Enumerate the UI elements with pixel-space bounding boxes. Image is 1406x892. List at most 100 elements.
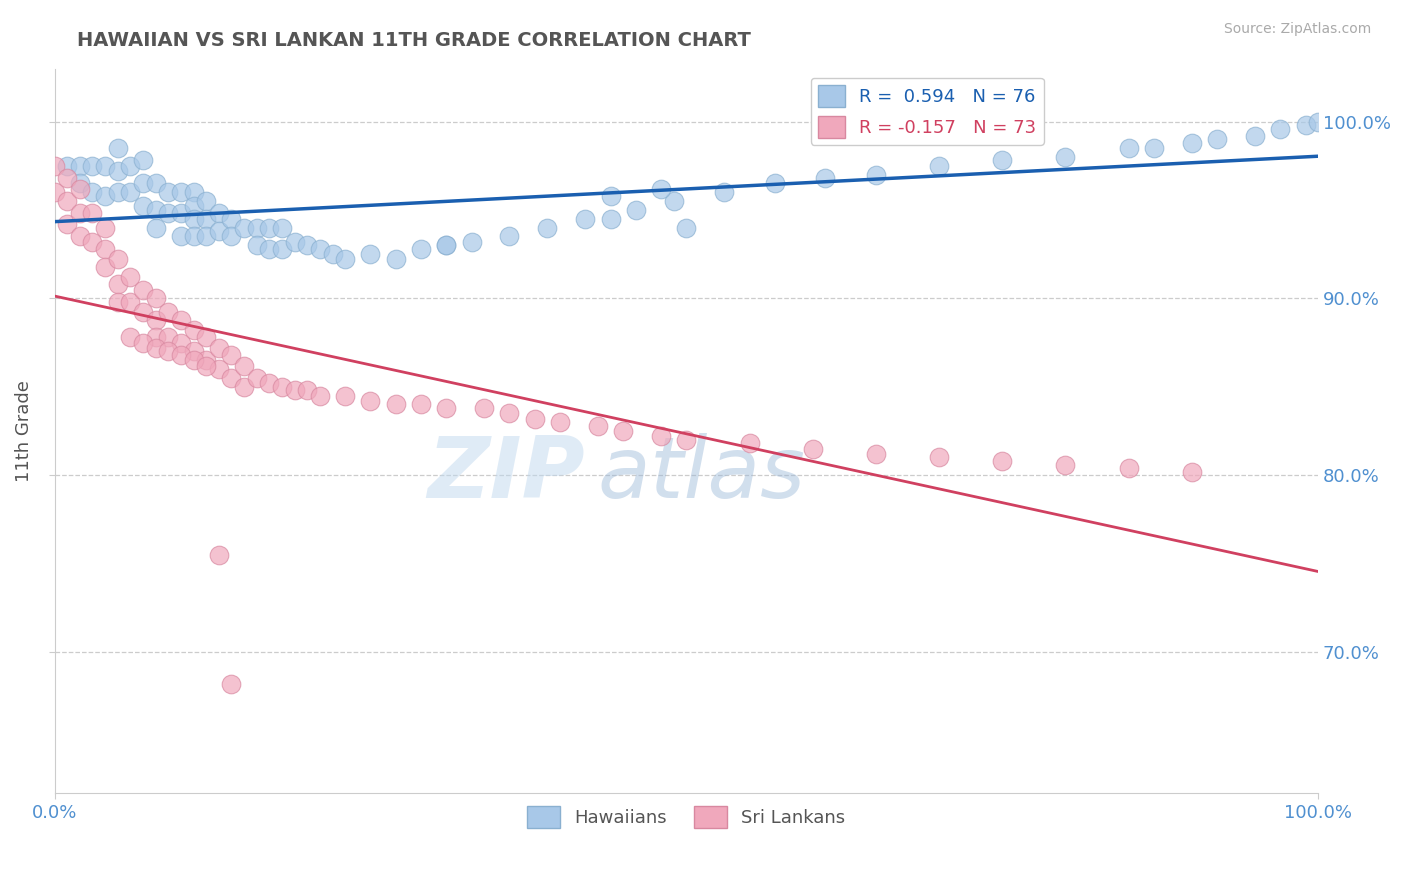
Point [221,229,243,244]
Point [120,294,142,309]
Point [120,270,142,285]
Point [132,283,155,297]
Point [170,186,193,200]
Point [170,348,193,362]
Point [208,224,231,238]
Point [82,206,104,220]
Point [928,450,950,465]
Point [259,376,281,391]
Point [221,371,243,385]
Point [107,164,129,178]
Point [120,330,142,344]
Point [801,442,824,456]
Point [107,252,129,267]
Point [713,186,735,200]
Point [94,189,117,203]
Point [56,159,79,173]
Point [498,229,520,244]
Point [94,159,117,173]
Point [297,238,319,252]
Point [221,211,243,226]
Point [56,194,79,208]
Point [359,247,381,261]
Point [157,206,180,220]
Point [662,194,685,208]
Point [94,242,117,256]
Point [1054,150,1077,164]
Point [359,393,381,408]
Point [157,344,180,359]
Point [132,177,155,191]
Point [1295,118,1317,132]
Point [384,397,406,411]
Point [183,199,205,213]
Point [107,277,129,292]
Point [145,291,167,305]
Point [132,335,155,350]
Point [259,220,281,235]
Point [246,220,269,235]
Point [195,211,218,226]
Point [1054,458,1077,472]
Point [170,335,193,350]
Point [69,229,91,244]
Point [434,401,457,415]
Point [523,411,546,425]
Point [132,199,155,213]
Point [333,388,356,402]
Point [409,397,432,411]
Point [259,242,281,256]
Point [170,206,193,220]
Point [56,171,79,186]
Point [94,220,117,235]
Point [586,418,609,433]
Point [991,454,1014,468]
Point [271,242,294,256]
Point [107,141,129,155]
Point [145,177,167,191]
Point [1308,114,1330,128]
Point [271,380,294,394]
Point [246,238,269,252]
Point [548,415,571,429]
Point [183,323,205,337]
Point [434,238,457,252]
Text: ZIP: ZIP [427,433,585,516]
Legend: Hawaiians, Sri Lankans: Hawaiians, Sri Lankans [520,798,852,835]
Point [574,211,596,226]
Point [82,159,104,173]
Point [195,330,218,344]
Point [384,252,406,267]
Point [284,384,307,398]
Point [460,235,482,249]
Point [928,159,950,173]
Point [145,330,167,344]
Point [865,168,887,182]
Point [69,206,91,220]
Point [650,182,672,196]
Point [44,186,66,200]
Point [120,159,142,173]
Point [865,447,887,461]
Point [195,359,218,373]
Point [44,159,66,173]
Point [145,220,167,235]
Point [322,247,344,261]
Point [157,186,180,200]
Point [233,380,256,394]
Point [1181,465,1204,479]
Point [599,189,621,203]
Point [434,238,457,252]
Point [183,344,205,359]
Text: Source: ZipAtlas.com: Source: ZipAtlas.com [1223,22,1371,37]
Point [738,436,761,450]
Y-axis label: 11th Grade: 11th Grade [15,380,32,482]
Point [333,252,356,267]
Point [69,159,91,173]
Point [472,401,495,415]
Point [221,677,243,691]
Point [675,220,697,235]
Point [120,186,142,200]
Text: HAWAIIAN VS SRI LANKAN 11TH GRADE CORRELATION CHART: HAWAIIAN VS SRI LANKAN 11TH GRADE CORREL… [77,31,751,50]
Point [157,305,180,319]
